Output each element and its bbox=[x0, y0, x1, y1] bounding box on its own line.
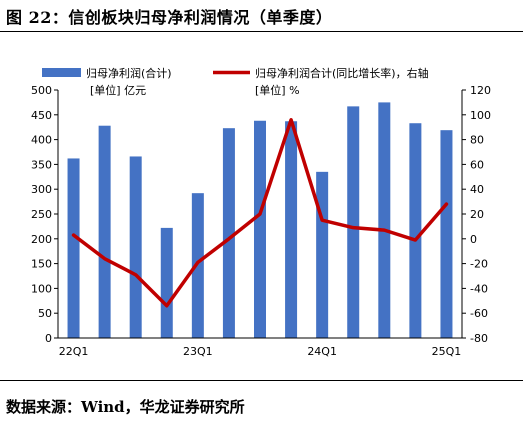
bar-23Q4 bbox=[285, 121, 298, 338]
bar-22Q1 bbox=[67, 158, 80, 338]
bar-23Q1 bbox=[191, 193, 204, 338]
chart: 归母净利润(合计) 归母净利润合计(同比增长率)，右轴 [单位] 亿元 [单位]… bbox=[31, 66, 491, 358]
legend-bar-swatch bbox=[42, 68, 81, 77]
bar-23Q3 bbox=[254, 120, 266, 338]
bar-24Q4 bbox=[409, 123, 422, 338]
right-tick-label: 120 bbox=[470, 84, 491, 97]
left-tick-label: 500 bbox=[31, 84, 52, 97]
bar-series bbox=[67, 102, 453, 339]
left-unit-label: [单位] 亿元 bbox=[90, 83, 146, 97]
growth-rate-line bbox=[71, 118, 449, 308]
left-tick-label: 300 bbox=[31, 183, 52, 196]
right-tick-label: 60 bbox=[470, 158, 484, 171]
legend-line-label: 归母净利润合计(同比增长率)，右轴 bbox=[255, 66, 429, 80]
bar-22Q2 bbox=[98, 125, 111, 339]
bar-22Q4 bbox=[160, 227, 173, 338]
left-tick-label: 50 bbox=[38, 307, 52, 320]
left-tick-label: 400 bbox=[31, 134, 52, 147]
bar-25Q1 bbox=[440, 130, 453, 338]
left-tick-label: 450 bbox=[31, 109, 52, 122]
bar-24Q3 bbox=[378, 102, 391, 339]
bar-24Q2 bbox=[347, 106, 360, 339]
right-tick-label: 80 bbox=[470, 134, 484, 147]
x-tick-label-24Q1: 24Q1 bbox=[307, 345, 337, 358]
x-tick-label-25Q1: 25Q1 bbox=[432, 345, 462, 358]
x-tick-label-23Q1: 23Q1 bbox=[183, 345, 213, 358]
right-tick-label: -40 bbox=[470, 282, 488, 295]
right-tick-label: -60 bbox=[470, 307, 488, 320]
right-tick-label: -20 bbox=[470, 258, 488, 271]
top-rule bbox=[0, 31, 523, 32]
right-unit-label: [单位] % bbox=[255, 83, 300, 97]
line-series bbox=[71, 118, 449, 308]
bar-22Q3 bbox=[129, 156, 142, 338]
left-tick-label: 0 bbox=[45, 332, 52, 345]
left-tick-label: 150 bbox=[31, 258, 52, 271]
right-tick-label: 40 bbox=[470, 183, 484, 196]
x-tick-label-22Q1: 22Q1 bbox=[59, 345, 89, 358]
source-note: 数据来源：Wind，华龙证券研究所 bbox=[6, 398, 245, 416]
bottom-rule bbox=[0, 380, 523, 381]
bar-23Q2 bbox=[222, 128, 235, 338]
left-tick-label: 200 bbox=[31, 233, 52, 246]
bar-24Q1 bbox=[316, 171, 329, 338]
legend-bar-label: 归母净利润(合计) bbox=[86, 66, 172, 80]
right-tick-label: 20 bbox=[470, 208, 484, 221]
left-tick-label: 250 bbox=[31, 208, 52, 221]
legend: 归母净利润(合计) 归母净利润合计(同比增长率)，右轴 bbox=[42, 66, 429, 80]
figure-title: 图 22：信创板块归母净利润情况（单季度） bbox=[6, 8, 333, 27]
right-tick-label: 0 bbox=[470, 233, 477, 246]
axes: 050100150200250300350400450500-80-60-40-… bbox=[31, 84, 491, 358]
left-tick-label: 100 bbox=[31, 282, 52, 295]
right-tick-label: -80 bbox=[470, 332, 488, 345]
right-tick-label: 100 bbox=[470, 109, 491, 122]
left-tick-label: 350 bbox=[31, 158, 52, 171]
